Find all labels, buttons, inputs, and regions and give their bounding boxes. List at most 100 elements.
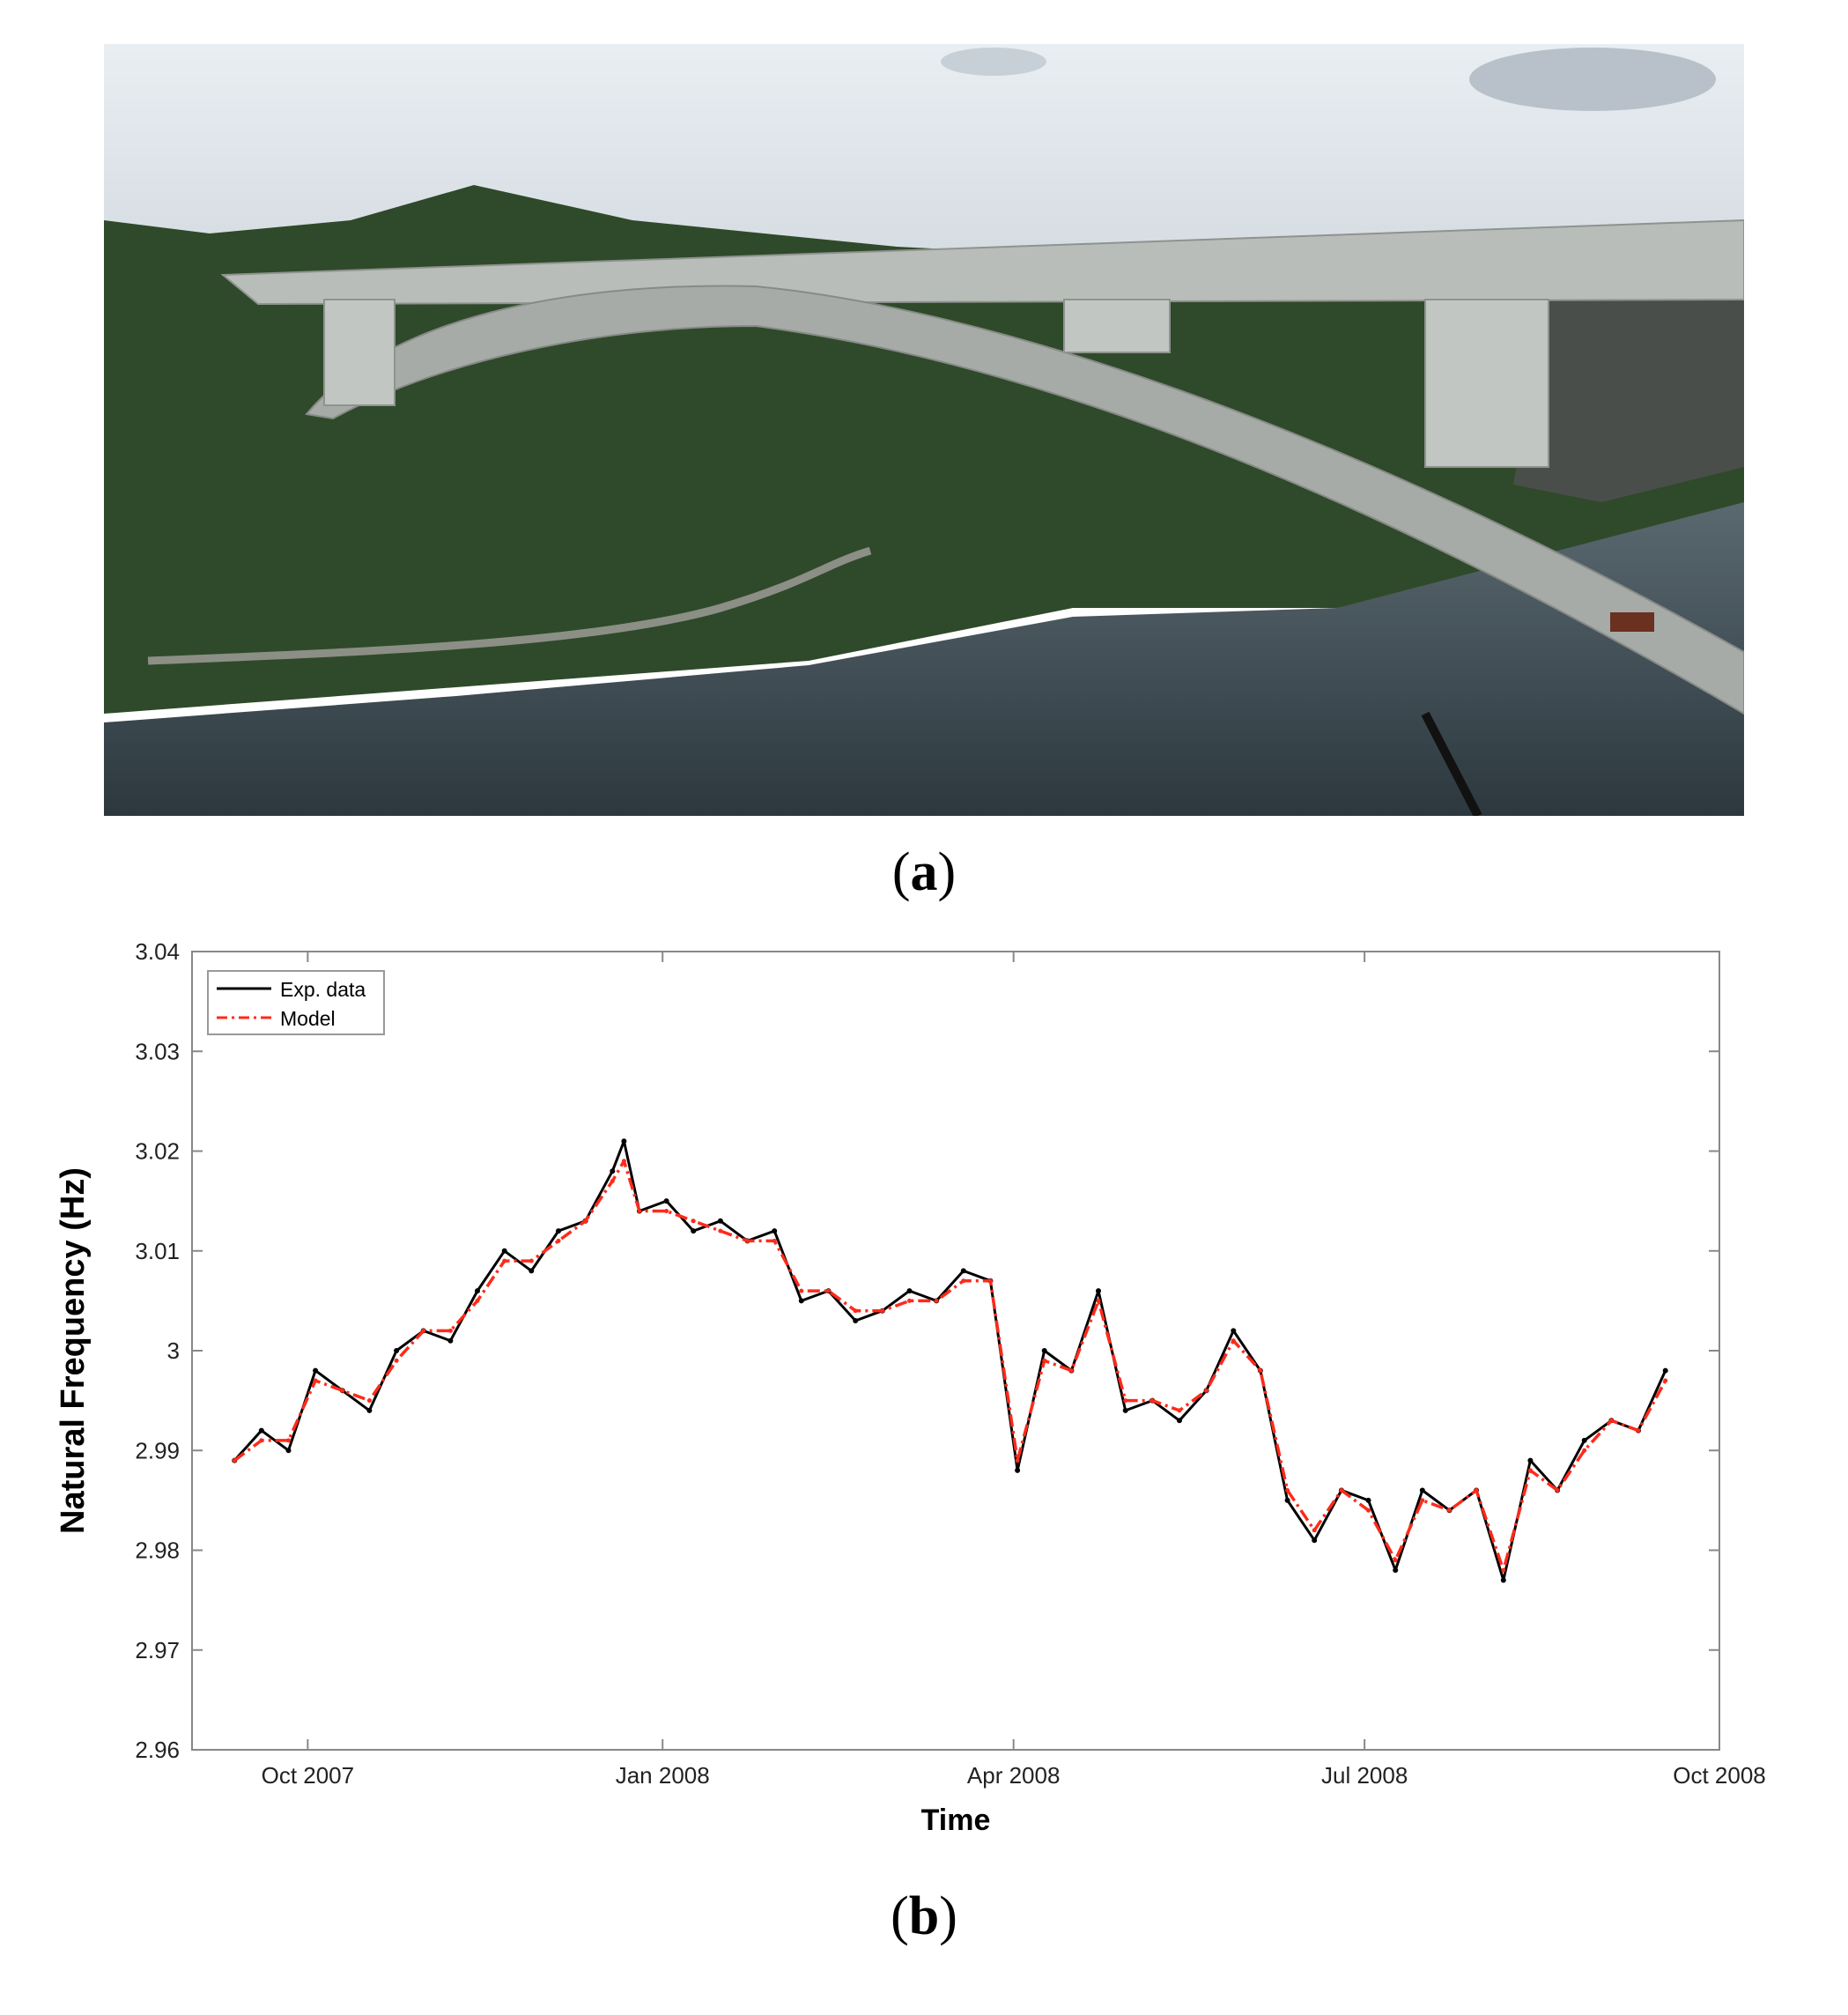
data-point bbox=[1447, 1508, 1452, 1513]
data-point bbox=[664, 1209, 669, 1213]
cloud bbox=[941, 48, 1046, 76]
data-point bbox=[717, 1218, 723, 1224]
data-point bbox=[960, 1268, 966, 1274]
y-axis: 2.96 2.97 2.98 2.99 3 3.01 3.02 3.03 3.04 bbox=[135, 938, 1719, 1763]
data-point bbox=[621, 1138, 627, 1145]
data-point bbox=[1015, 1467, 1021, 1473]
data-point bbox=[1284, 1497, 1290, 1503]
data-point bbox=[1177, 1408, 1182, 1413]
y-tick-label: 3.02 bbox=[135, 1138, 180, 1165]
data-point bbox=[880, 1308, 885, 1314]
data-point bbox=[1149, 1398, 1155, 1404]
data-point bbox=[1123, 1398, 1128, 1404]
data-point bbox=[1365, 1497, 1371, 1503]
data-point bbox=[691, 1228, 697, 1234]
data-point bbox=[1366, 1508, 1371, 1513]
data-point bbox=[798, 1298, 804, 1304]
data-point bbox=[1041, 1348, 1047, 1353]
legend: Exp. data Model bbox=[207, 970, 385, 1035]
data-point bbox=[853, 1318, 859, 1323]
x-tick-label: Jan 2008 bbox=[616, 1762, 710, 1789]
panel-label-a: (a) bbox=[891, 842, 957, 902]
data-point bbox=[1042, 1358, 1047, 1363]
x-tick-label: Apr 2008 bbox=[967, 1762, 1061, 1789]
data-point bbox=[610, 1168, 616, 1174]
bridge-arch bbox=[305, 285, 1744, 715]
data-point bbox=[366, 1407, 373, 1413]
data-point bbox=[475, 1288, 480, 1294]
data-point bbox=[475, 1298, 480, 1303]
y-tick-label: 3.03 bbox=[135, 1038, 180, 1064]
series-layer bbox=[232, 1138, 1668, 1583]
data-point bbox=[621, 1159, 626, 1164]
y-tick-label: 3.01 bbox=[135, 1238, 180, 1264]
x-axis: Oct 2007 Jan 2008 Apr 2008 Jul 2008 Oct 2008 bbox=[262, 952, 1766, 1789]
data-point bbox=[1527, 1468, 1533, 1473]
data-point bbox=[1339, 1488, 1344, 1493]
road bbox=[147, 546, 872, 665]
data-point bbox=[718, 1228, 723, 1233]
data-point bbox=[1231, 1328, 1237, 1334]
y-axis-label: Natural Frequency (Hz) bbox=[55, 1167, 92, 1534]
data-point bbox=[502, 1258, 507, 1263]
data-point bbox=[745, 1238, 750, 1243]
cloud bbox=[1469, 48, 1716, 111]
data-point bbox=[1177, 1418, 1182, 1424]
data-point bbox=[501, 1248, 507, 1254]
data-point bbox=[556, 1238, 561, 1243]
bridge-deck bbox=[220, 219, 1744, 306]
data-point bbox=[1096, 1288, 1101, 1294]
data-point bbox=[907, 1298, 912, 1303]
far-bank bbox=[1513, 273, 1744, 502]
y-tick-label: 2.98 bbox=[135, 1537, 180, 1564]
y-tick-label: 2.97 bbox=[135, 1637, 180, 1663]
data-point bbox=[313, 1378, 318, 1383]
data-point bbox=[1500, 1577, 1506, 1583]
data-point bbox=[610, 1179, 615, 1183]
panel-label-b: (b) bbox=[891, 1886, 957, 1946]
data-point bbox=[366, 1398, 372, 1404]
data-point bbox=[1420, 1498, 1425, 1503]
data-point bbox=[987, 1278, 993, 1284]
legend-label-model: Model bbox=[280, 1007, 336, 1030]
data-point bbox=[1581, 1437, 1587, 1443]
data-point bbox=[1393, 1567, 1399, 1574]
data-point bbox=[1096, 1298, 1101, 1303]
data-point bbox=[853, 1308, 858, 1314]
data-point bbox=[340, 1388, 345, 1393]
data-point bbox=[961, 1278, 966, 1284]
bridge-pier bbox=[1063, 299, 1171, 353]
legend-box bbox=[207, 970, 385, 1035]
data-point bbox=[1527, 1457, 1534, 1463]
data-point bbox=[826, 1288, 831, 1293]
data-point bbox=[258, 1427, 264, 1433]
data-point bbox=[1231, 1338, 1236, 1344]
data-point bbox=[529, 1268, 535, 1274]
data-point bbox=[1662, 1367, 1668, 1374]
data-point bbox=[447, 1337, 454, 1344]
data-point bbox=[556, 1228, 561, 1234]
bridge-photo bbox=[104, 44, 1744, 816]
data-point bbox=[906, 1288, 913, 1294]
crane-arm bbox=[1421, 711, 1482, 816]
boat bbox=[1610, 612, 1654, 632]
plot-area bbox=[191, 951, 1720, 1751]
data-point bbox=[286, 1438, 291, 1443]
data-point bbox=[232, 1458, 237, 1463]
data-point bbox=[934, 1298, 939, 1303]
data-point bbox=[1068, 1368, 1074, 1374]
data-point bbox=[1393, 1558, 1398, 1563]
data-point bbox=[772, 1238, 777, 1243]
river bbox=[104, 502, 1744, 816]
x-tick-label: Oct 2008 bbox=[1673, 1762, 1766, 1789]
data-point bbox=[691, 1219, 696, 1224]
data-point bbox=[1501, 1567, 1506, 1573]
data-point bbox=[394, 1358, 399, 1363]
y-tick-label: 3 bbox=[167, 1337, 180, 1364]
y-tick-label: 2.99 bbox=[135, 1437, 180, 1463]
data-point bbox=[1015, 1458, 1020, 1463]
x-tick-label: Jul 2008 bbox=[1321, 1762, 1408, 1789]
y-tick-label: 3.04 bbox=[135, 938, 180, 965]
data-point bbox=[1582, 1448, 1587, 1453]
data-point bbox=[1122, 1407, 1128, 1413]
